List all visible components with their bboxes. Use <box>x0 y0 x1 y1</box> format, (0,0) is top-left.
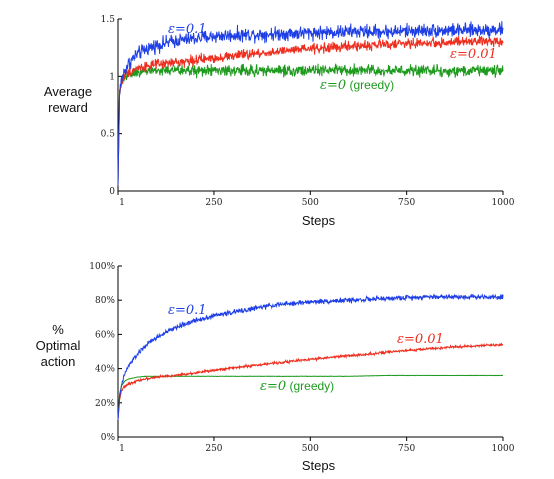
series-line-2 <box>117 63 504 186</box>
y-tick-label: 0.5 <box>101 130 116 140</box>
average-reward-chart: 0 0.5 1 1.5 1 250 500 750 1000 Steps Averagereward… <box>44 15 515 228</box>
y-tick-label: 20% <box>95 399 115 409</box>
series-label-value: =0 <box>267 379 286 394</box>
y-tick-label: 100% <box>89 262 115 272</box>
y-axis-title-line: reward <box>48 100 88 115</box>
series-label: ε=0.01 <box>397 332 444 347</box>
x-tick-label: 1000 <box>492 198 515 208</box>
optimal-action-chart: 0% 20% 40% 60% 80% 100% 1 250 500 750 1000 Steps%Op… <box>36 262 515 473</box>
series-line-2 <box>117 374 504 420</box>
series-label-suffix: (greedy) <box>286 379 334 393</box>
y-axis-title-line: Average <box>44 84 92 99</box>
y-axis-title-line: % <box>52 322 64 337</box>
series-line-1 <box>117 342 504 420</box>
y-axis-title-line: Optimal <box>36 338 81 353</box>
x-tick-label: 500 <box>302 444 319 454</box>
y-tick-label: 1 <box>109 72 115 82</box>
y-tick-label: 0 <box>109 187 115 197</box>
series-label-value: =0 <box>327 78 346 93</box>
x-tick-label: 250 <box>205 444 222 454</box>
y-tick-label: 0% <box>101 433 116 443</box>
y-tick-label: 1.5 <box>101 15 116 25</box>
x-tick-label: 1 <box>119 444 125 454</box>
x-axis-title: Steps <box>302 458 336 473</box>
series-label: ε=0.1 <box>168 303 207 318</box>
y-axis-title-line: action <box>41 354 76 369</box>
series-label-value: =0.01 <box>457 47 497 62</box>
series-label: ε=0 (greedy) <box>260 379 334 394</box>
series-label-symbol: ε <box>168 303 175 318</box>
series-label-symbol: ε <box>397 332 404 347</box>
x-axis-title: Steps <box>302 213 336 228</box>
y-tick-label: 80% <box>95 296 115 306</box>
series-line-1 <box>117 35 504 186</box>
series-label-symbol: ε <box>168 22 175 37</box>
series-label-value: =0.1 <box>175 303 207 318</box>
series-label-value: =0.01 <box>404 332 444 347</box>
y-tick-label: 40% <box>95 365 115 375</box>
series-label: ε=0.01 <box>450 47 497 62</box>
x-tick-label: 1 <box>119 198 125 208</box>
series-label-symbol: ε <box>320 78 327 93</box>
series-label-value: =0.1 <box>175 22 207 37</box>
x-tick-label: 1000 <box>492 444 515 454</box>
series-line-0 <box>117 293 504 420</box>
x-tick-label: 250 <box>205 198 222 208</box>
series-label-suffix: (greedy) <box>346 78 394 92</box>
y-tick-label: 60% <box>95 330 115 340</box>
x-tick-label: 750 <box>398 444 415 454</box>
x-tick-label: 500 <box>302 198 319 208</box>
series-label: ε=0 (greedy) <box>320 78 394 93</box>
series-line-0 <box>117 21 504 186</box>
x-tick-label: 750 <box>398 198 415 208</box>
series-label: ε=0.1 <box>168 22 207 37</box>
series-label-symbol: ε <box>450 47 457 62</box>
series-label-symbol: ε <box>260 379 267 394</box>
